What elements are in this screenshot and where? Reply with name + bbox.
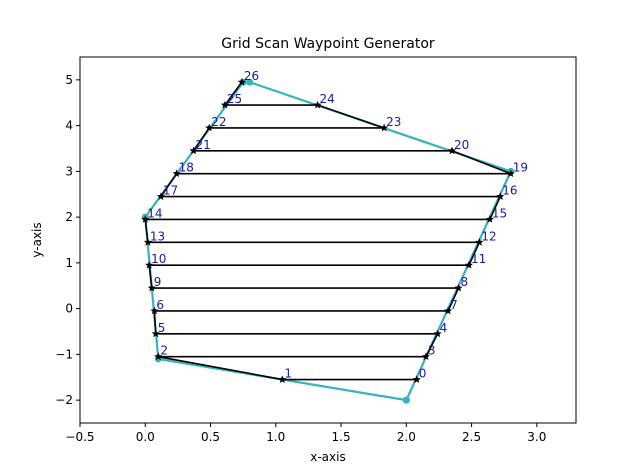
- chart-title: Grid Scan Waypoint Generator: [221, 36, 435, 52]
- waypoint-marker: [156, 192, 165, 200]
- waypoint-label: 26: [244, 69, 259, 83]
- x-tick-label: −0.5: [65, 430, 94, 444]
- waypoint-label: 24: [320, 92, 335, 106]
- waypoint-marker: [412, 375, 421, 383]
- scan-path: [144, 81, 512, 381]
- y-tick-label: −1: [55, 347, 73, 361]
- waypoint-label: 11: [471, 252, 486, 266]
- waypoint-label: 10: [151, 252, 166, 266]
- y-tick-label: 1: [65, 256, 73, 270]
- waypoint-marker: [464, 260, 473, 269]
- waypoint-marker: [448, 146, 456, 155]
- y-axis: −2 −1 0 1 2 3 4 5: [55, 73, 80, 407]
- x-tick-label: 3.0: [527, 430, 546, 444]
- waypoint-marker: [141, 215, 150, 223]
- waypoint-marker: [237, 77, 246, 86]
- waypoint-label: 16: [502, 184, 517, 198]
- x-tick-label: 0.5: [201, 430, 220, 444]
- y-axis-label: y-axis: [30, 222, 44, 257]
- waypoint-label: 19: [513, 161, 528, 175]
- waypoint-label: 3: [428, 344, 436, 358]
- waypoint-label: 13: [150, 229, 165, 243]
- waypoint-marker: [454, 283, 463, 292]
- waypoint-label: 18: [179, 161, 194, 175]
- y-tick-label: −2: [55, 393, 73, 407]
- waypoint-label: 0: [419, 367, 427, 381]
- boundary-polygon: [144, 81, 513, 402]
- waypoint-marker: [145, 260, 154, 269]
- waypoint-label: 5: [158, 321, 166, 335]
- waypoint-label: 4: [440, 321, 448, 335]
- waypoint-marker: [220, 100, 229, 109]
- waypoint-label: 15: [492, 206, 507, 220]
- boundary-vertex: [246, 78, 254, 86]
- waypoint-label: 8: [461, 275, 469, 289]
- x-axis-label: x-axis: [310, 450, 345, 464]
- waypoint-marker: [475, 238, 484, 246]
- y-tick-label: 3: [65, 164, 73, 178]
- waypoint-marker: [506, 169, 515, 178]
- waypoint-marker: [143, 238, 152, 246]
- waypoint-label: 25: [227, 92, 242, 106]
- y-tick-label: 2: [65, 210, 73, 224]
- waypoint-label: 12: [481, 229, 496, 243]
- waypoint-marker: [278, 375, 287, 383]
- y-tick-label: 0: [65, 302, 73, 316]
- waypoint-label: 1: [284, 367, 292, 381]
- waypoint-label: 7: [450, 298, 458, 312]
- waypoint-label: 21: [196, 138, 211, 152]
- x-tick-label: 1.5: [332, 430, 351, 444]
- waypoint-marker: [380, 123, 389, 132]
- x-axis: −0.5 0.0 0.5 1.0 1.5 2.0 2.5 3.0: [65, 423, 546, 444]
- waypoint-marker: [496, 192, 505, 200]
- waypoint-marker: [151, 329, 160, 338]
- waypoint-label: 22: [211, 115, 226, 129]
- waypoint-marker: [154, 352, 163, 361]
- waypoint-marker: [485, 215, 494, 223]
- x-tick-label: 0.0: [136, 430, 155, 444]
- waypoint-marker: [189, 146, 198, 155]
- waypoint-marker: [150, 306, 159, 315]
- waypoint-marker: [172, 169, 181, 178]
- waypoint-marker: [147, 283, 156, 292]
- plot-frame: [79, 56, 577, 424]
- x-tick-label: 2.5: [462, 430, 481, 444]
- y-tick-label: 4: [65, 119, 73, 133]
- waypoint-marker: [444, 306, 453, 315]
- x-tick-label: 2.0: [397, 430, 416, 444]
- waypoint-label: 14: [147, 206, 162, 220]
- boundary-vertex: [402, 396, 410, 404]
- waypoint-label: 20: [454, 138, 469, 152]
- waypoint-marker: [205, 123, 214, 132]
- waypoint-marker: [433, 329, 442, 338]
- waypoint-label: 9: [154, 275, 162, 289]
- waypoint-label: 23: [386, 115, 401, 129]
- waypoint-marker: [313, 100, 322, 109]
- waypoint-label: 17: [163, 184, 178, 198]
- waypoint-label: 2: [160, 344, 168, 358]
- y-tick-label: 5: [65, 73, 73, 87]
- waypoint-label: 6: [156, 298, 164, 312]
- waypoint-marker: [421, 352, 430, 361]
- x-tick-label: 1.0: [266, 430, 285, 444]
